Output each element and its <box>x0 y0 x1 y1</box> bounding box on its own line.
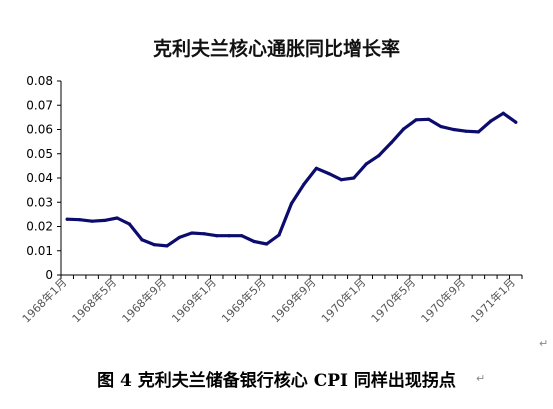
series-layer <box>65 111 518 248</box>
data-point <box>289 201 294 206</box>
paragraph-mark: ↵ <box>539 337 549 350</box>
y-tick-labels: 0 0.01 0.02 0.03 0.04 0.05 0.06 0.07 0.08 <box>26 74 53 282</box>
y-tick-label: 0 <box>45 268 53 282</box>
data-point <box>177 235 181 240</box>
data-point <box>364 162 368 166</box>
data-point <box>302 182 306 186</box>
data-point <box>103 218 107 223</box>
data-point <box>140 238 144 242</box>
data-point <box>476 130 480 134</box>
data-point <box>327 172 331 176</box>
y-tick-label: 0.05 <box>26 147 53 161</box>
x-tick-label: 1970年9月 <box>418 275 468 325</box>
data-point <box>78 218 82 222</box>
data-point <box>464 129 468 133</box>
paragraph-mark: ↵ <box>476 372 486 385</box>
data-point <box>252 239 256 244</box>
data-point <box>264 242 269 246</box>
data-point <box>501 111 505 115</box>
x-tick-label: 1970年1月 <box>318 275 368 325</box>
figure-caption: 图 4 克利夫兰储备银行核心 CPI 同样出现拐点 <box>97 371 456 391</box>
chart-title: 克利夫兰核心通胀同比增长率 <box>152 38 400 60</box>
x-tick-labels: 1968年1月 1968年5月 1968年9月 1969年1月 1969年5月 1969年… <box>19 275 518 325</box>
data-point <box>127 222 132 226</box>
data-point <box>227 234 231 238</box>
data-point <box>402 127 406 131</box>
y-tick-label: 0.03 <box>26 195 53 209</box>
data-point <box>202 232 206 236</box>
data-point <box>414 118 418 122</box>
data-point <box>426 117 431 121</box>
data-point <box>90 219 94 223</box>
data-point <box>451 127 456 132</box>
data-point <box>339 178 343 182</box>
data-point <box>190 231 194 235</box>
data-point <box>377 154 381 158</box>
data-point <box>352 176 356 180</box>
y-tick-label: 0.04 <box>26 171 53 185</box>
y-tick-label: 0.01 <box>26 244 53 258</box>
y-tick-label: 0.06 <box>26 123 53 137</box>
data-point <box>489 119 493 123</box>
x-tick-label: 1968年5月 <box>69 275 119 325</box>
y-tick-label: 0.08 <box>26 74 53 88</box>
data-point <box>115 216 119 220</box>
data-point <box>215 234 219 238</box>
x-tick-label: 1968年1月 <box>19 275 69 325</box>
y-tick-label: 0.07 <box>26 98 53 112</box>
data-point <box>277 233 281 237</box>
data-point <box>514 120 518 124</box>
data-point <box>389 141 393 145</box>
data-point <box>165 244 169 248</box>
series-line <box>65 111 518 248</box>
x-tick-label: 1969年1月 <box>169 275 219 325</box>
x-tick-label: 1970年5月 <box>368 275 418 325</box>
data-point <box>314 166 319 170</box>
data-point <box>152 243 157 247</box>
x-tick-label: 1968年9月 <box>119 275 169 325</box>
x-tick-label: 1971年1月 <box>468 275 518 325</box>
data-point <box>240 234 244 238</box>
chart-axes <box>57 80 523 279</box>
data-point <box>439 124 443 129</box>
x-tick-label: 1969年5月 <box>218 275 268 325</box>
data-point <box>65 217 69 221</box>
x-tick-label: 1969年9月 <box>268 275 318 325</box>
y-tick-label: 0.02 <box>26 220 53 234</box>
